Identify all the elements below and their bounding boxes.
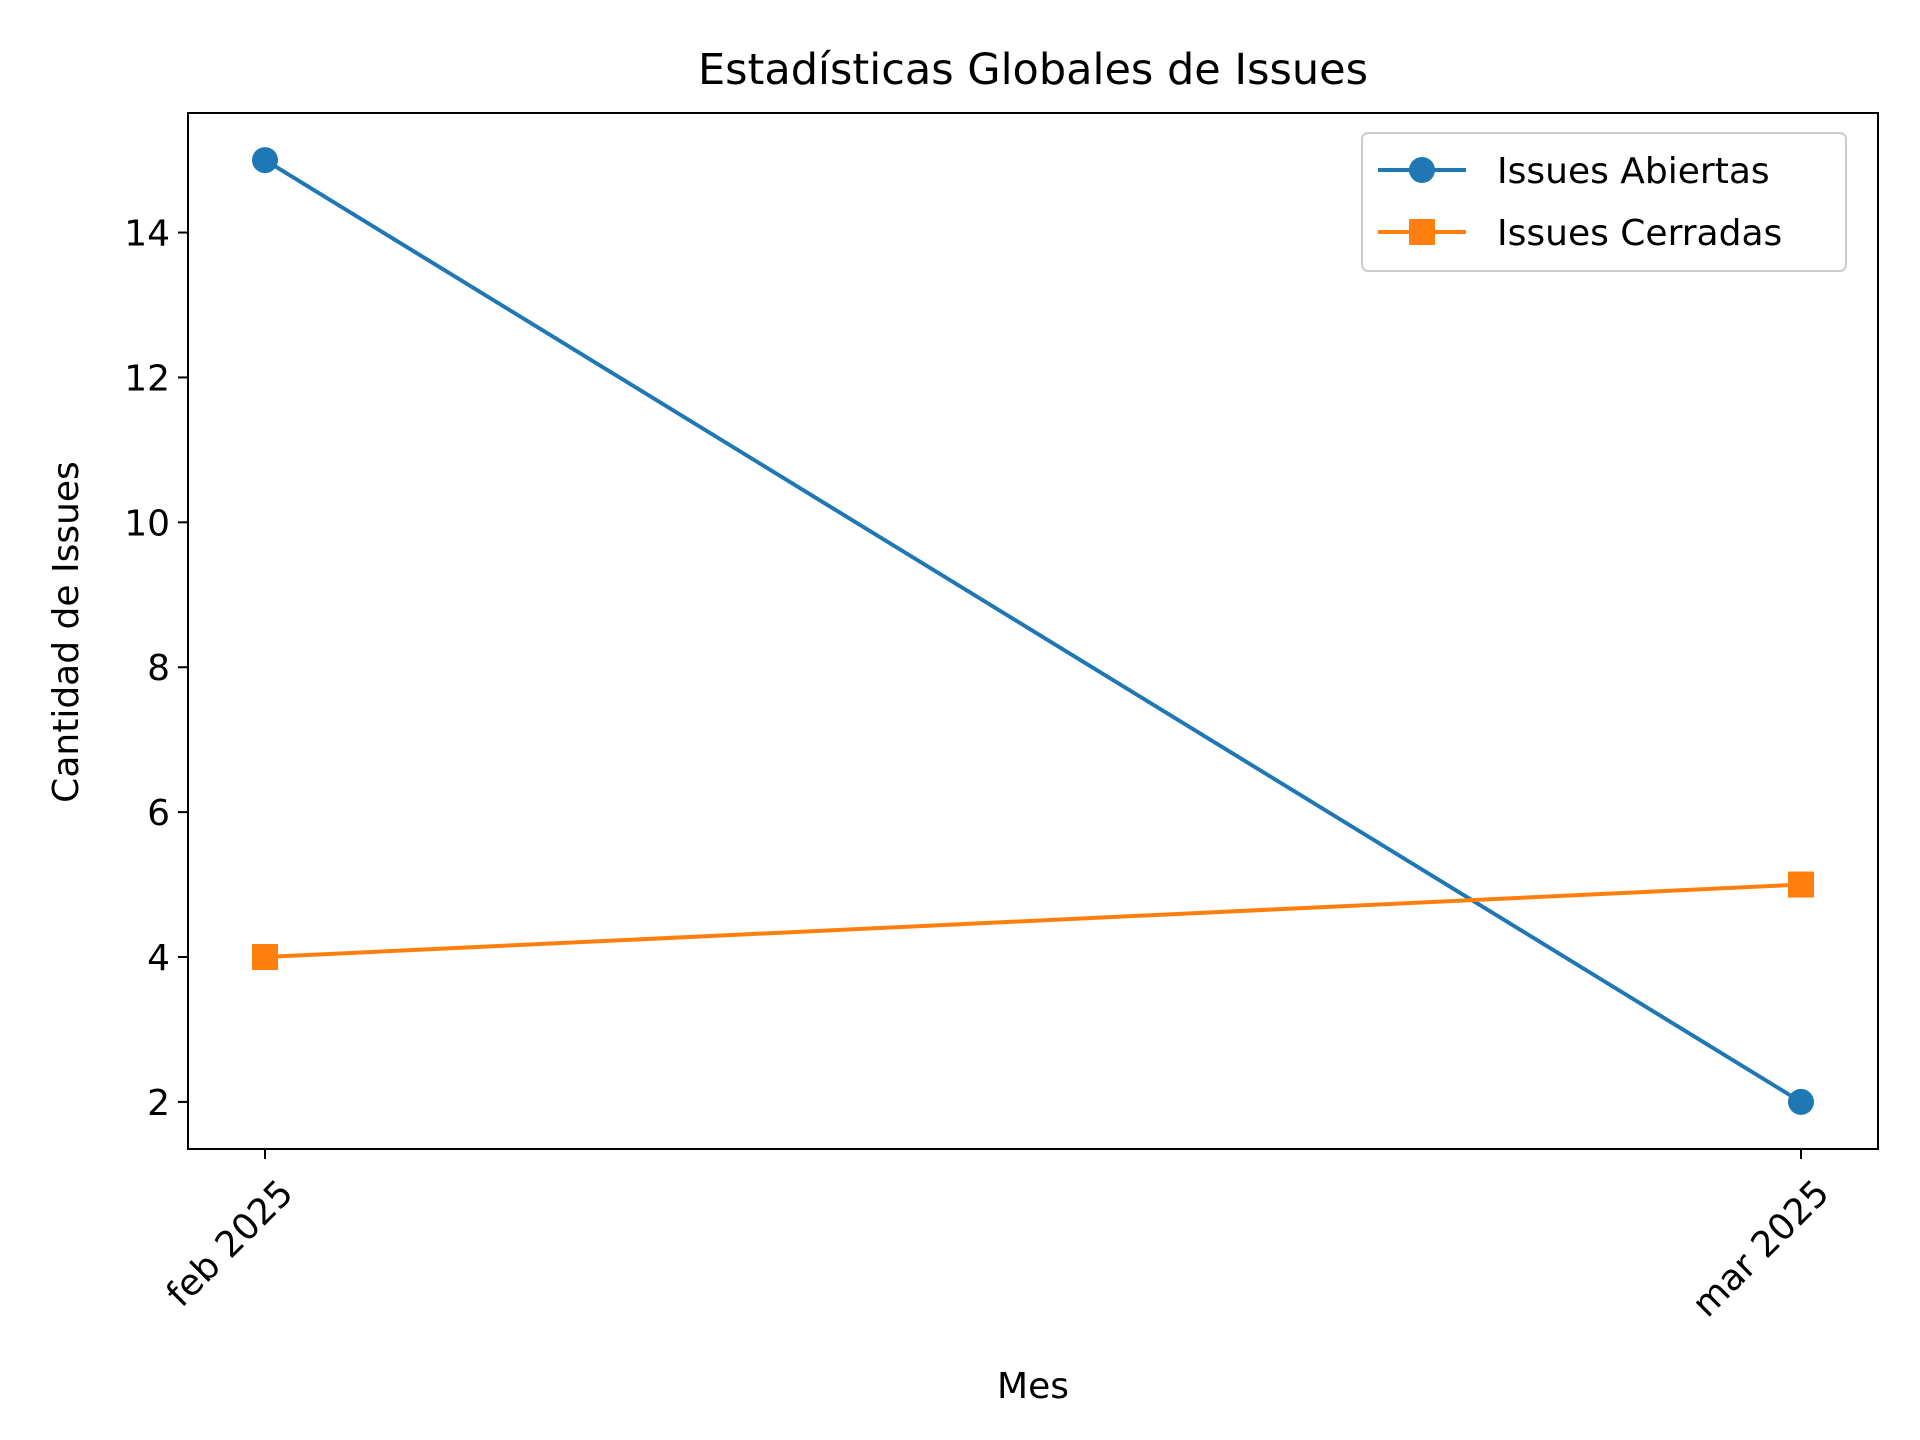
series-line-2 xyxy=(264,882,1802,960)
legend: Issues Abiertas Issues Cerradas xyxy=(1361,132,1847,272)
data-point xyxy=(252,944,278,971)
y-tick-label: 2 xyxy=(147,1083,170,1124)
chart-title: Estadísticas Globales de Issues xyxy=(698,45,1368,95)
series-layer xyxy=(252,147,1814,1115)
data-point xyxy=(1788,871,1814,898)
x-axis-label: Mes xyxy=(997,1366,1069,1407)
data-point xyxy=(1788,1088,1814,1115)
y-tick-label: 4 xyxy=(147,938,170,979)
legend-marker xyxy=(1409,219,1435,245)
legend-label: Issues Abiertas xyxy=(1497,151,1770,192)
y-tick-label: 8 xyxy=(147,648,170,689)
data-point xyxy=(252,147,278,174)
legend-marker xyxy=(1409,157,1435,183)
y-tick-label: 12 xyxy=(124,358,170,399)
series-line-1 xyxy=(263,158,1803,1104)
y-axis-label: Cantidad de Issues xyxy=(46,461,87,803)
legend-label: Issues Cerradas xyxy=(1497,213,1782,254)
y-tick-label: 10 xyxy=(124,503,170,544)
y-tick-label: 6 xyxy=(147,793,170,834)
plot-frame xyxy=(187,112,1879,1150)
legend-box xyxy=(1361,132,1847,272)
y-tick-label: 14 xyxy=(124,214,170,255)
y-axis-ticks: 2 4 6 8 10 12 14 xyxy=(124,214,188,1124)
